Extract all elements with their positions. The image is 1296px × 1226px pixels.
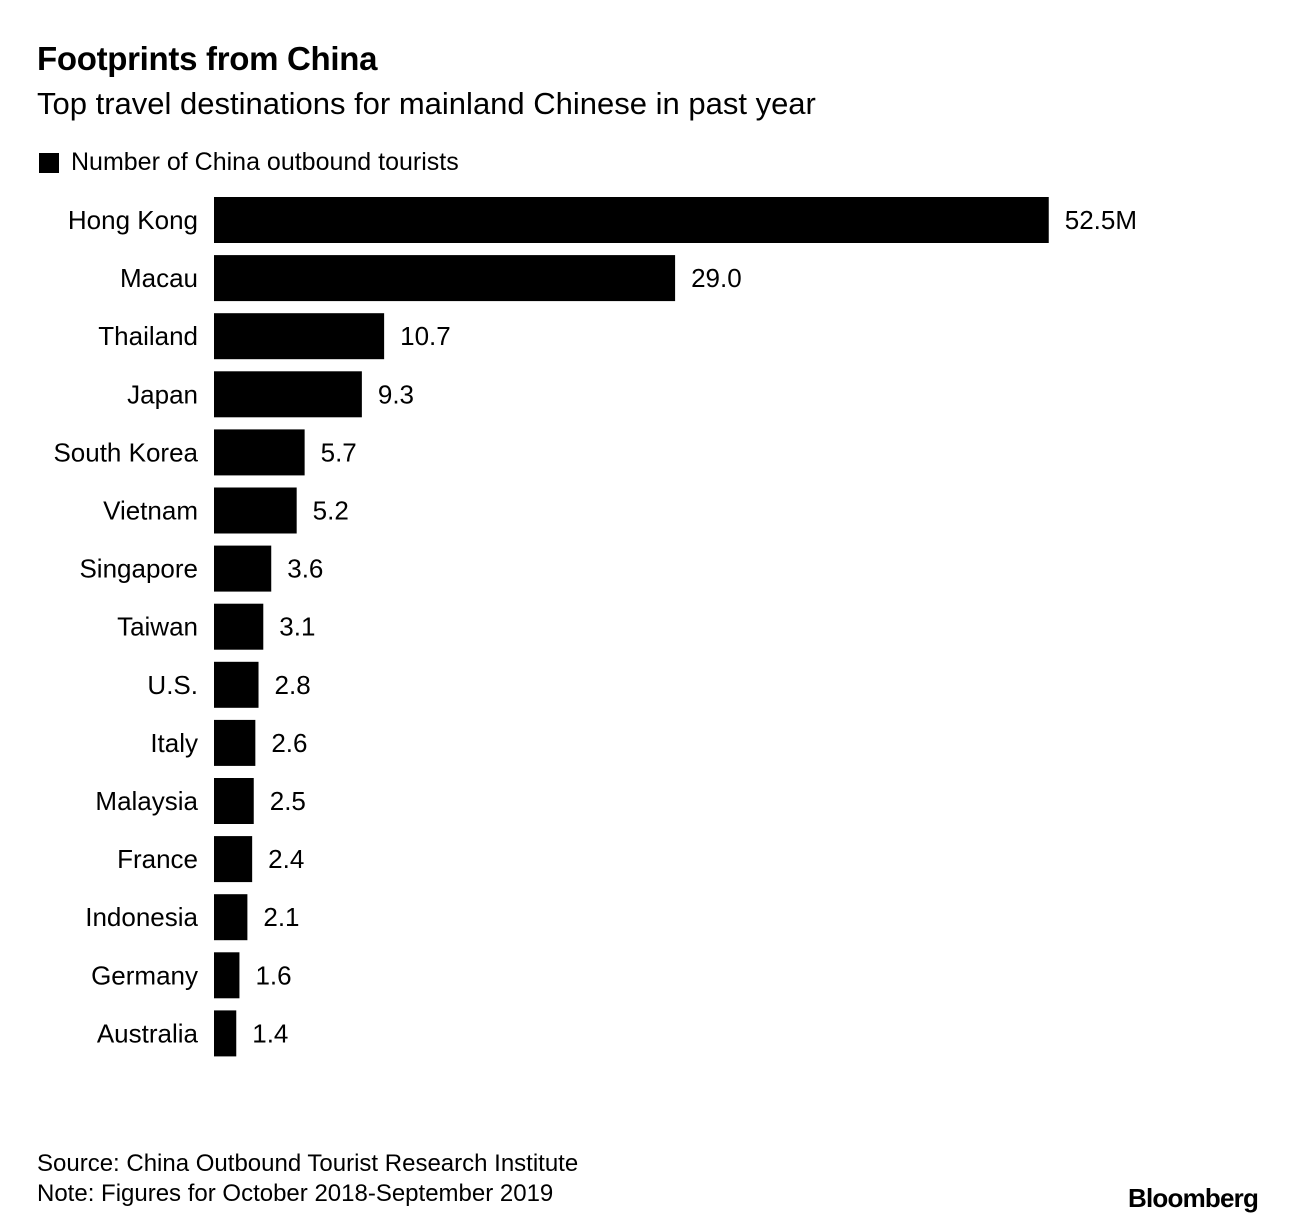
category-label: U.S. <box>147 670 198 700</box>
legend: Number of China outbound tourists <box>39 148 459 177</box>
bar <box>214 778 254 824</box>
bar <box>214 545 272 592</box>
category-label: Japan <box>127 379 198 409</box>
value-label: 1.4 <box>252 1018 288 1048</box>
category-label: France <box>117 844 198 874</box>
value-label: 52.5M <box>1065 205 1137 235</box>
category-label: Vietnam <box>103 496 198 526</box>
category-label: Indonesia <box>85 902 198 932</box>
bar <box>214 603 264 650</box>
value-label: 3.6 <box>287 554 323 584</box>
category-label: Australia <box>97 1018 199 1048</box>
chart-title: Footprints from China <box>37 40 378 77</box>
bar <box>214 836 253 883</box>
bar <box>214 487 297 534</box>
value-label: 2.1 <box>263 902 299 932</box>
value-label: 2.6 <box>271 728 307 758</box>
bar <box>214 255 676 302</box>
value-label: 10.7 <box>400 321 451 351</box>
value-label: 5.2 <box>313 496 349 526</box>
category-label: Italy <box>150 728 198 758</box>
bar <box>214 894 248 941</box>
bar <box>214 371 362 418</box>
legend-label: Number of China outbound tourists <box>71 148 459 176</box>
bloomberg-logo: Bloomberg <box>1128 1183 1259 1213</box>
value-label: 29.0 <box>691 263 742 293</box>
legend-swatch <box>39 152 59 173</box>
category-label: Hong Kong <box>68 205 198 235</box>
bar <box>214 661 259 708</box>
figures-note: Note: Figures for October 2018-September… <box>37 1180 554 1207</box>
value-label: 3.1 <box>279 612 315 642</box>
bar <box>214 719 256 766</box>
category-label: South Korea <box>53 437 198 467</box>
value-label: 5.7 <box>321 437 357 467</box>
value-label: 2.5 <box>270 786 306 816</box>
category-label: Germany <box>91 960 198 990</box>
source-note: Source: China Outbound Tourist Research … <box>37 1150 579 1177</box>
bar <box>214 952 240 999</box>
category-label: Macau <box>120 263 198 293</box>
category-label: Taiwan <box>117 612 198 642</box>
value-label: 2.8 <box>275 670 311 700</box>
category-label: Malaysia <box>95 786 198 816</box>
bar <box>214 1010 237 1057</box>
category-label: Singapore <box>79 554 198 584</box>
category-label: Thailand <box>98 321 198 351</box>
chart-subtitle: Top travel destinations for mainland Chi… <box>37 86 816 121</box>
bar-chart: Hong Kong 52.5M Macau 29.0 Thailand 10.7 Japan… <box>53 197 1137 1057</box>
bar <box>214 197 1049 243</box>
value-label: 1.6 <box>255 960 291 990</box>
value-label: 2.4 <box>268 844 304 874</box>
bar <box>214 429 305 476</box>
value-label: 9.3 <box>378 379 414 409</box>
bar <box>214 313 385 360</box>
